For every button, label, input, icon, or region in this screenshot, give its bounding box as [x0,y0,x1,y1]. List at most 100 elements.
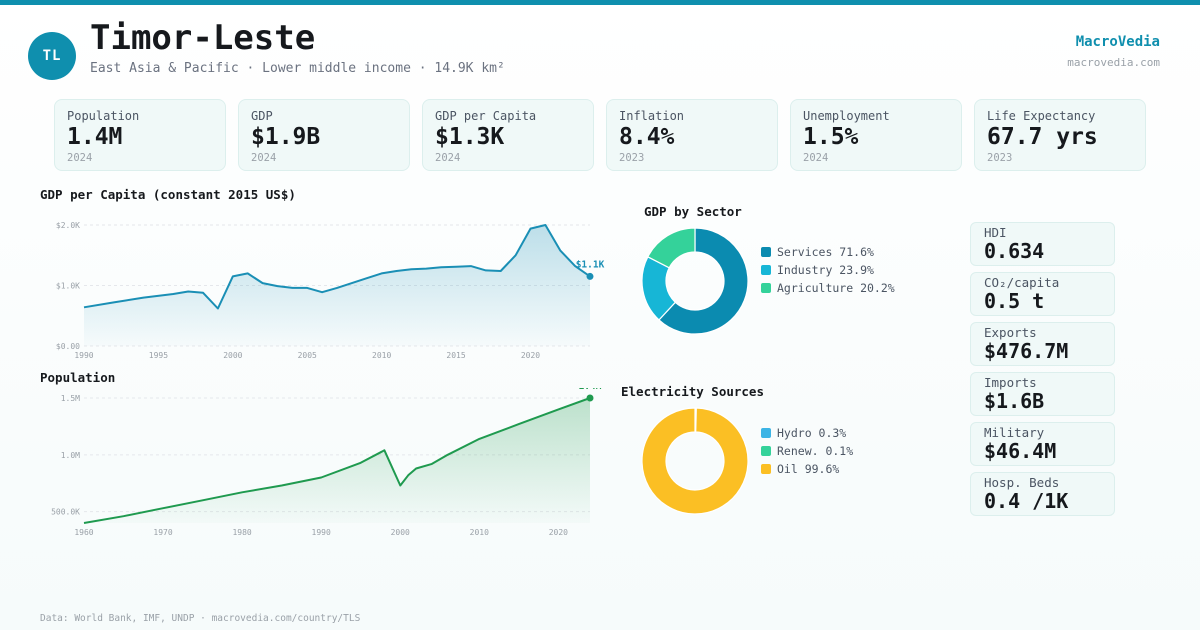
kpi-card-gdp-per-capita: GDP per Capita $1.3K 2024 [422,99,594,171]
end-point-marker [586,272,594,280]
kpi-year: 2024 [803,152,829,164]
x-tick-label: 1980 [232,528,251,537]
donut-slice-agriculture [647,227,696,269]
stat-card-exports: Exports $476.7M [970,322,1115,366]
gdp-per-capita-chart: $0.00 $1.0K $2.0K 1990 1995 2000 2005 2010 2015 2… [56,221,605,360]
legend-label: Agriculture 20.2% [777,281,895,295]
stat-card-hdi: HDI 0.634 [970,222,1115,266]
legend-item-services: Services 71.6% [761,243,895,261]
legend-swatch [761,446,771,456]
y-tick-label: $0.00 [56,342,80,351]
legend-label: Oil 99.6% [777,462,840,476]
donut-slice-services [658,227,749,335]
kpi-card-inflation: Inflation 8.4% 2023 [606,99,778,171]
x-tick-label: 1960 [74,528,93,537]
y-tick-label: $2.0K [56,221,80,230]
x-tick-label: 1970 [153,528,172,537]
kpi-row: Population 1.4M 2024 GDP $1.9B 2024 GDP … [54,99,1146,171]
population-chart: 500.0K 1.0M 1.5M 1960 1970 1980 1990 2000 2010 20… [51,388,602,537]
y-tick-label: 500.0K [51,508,80,517]
stat-card-imports: Imports $1.6B [970,372,1115,416]
country-logo: TL [28,32,76,80]
stat-label: HDI [984,225,1007,240]
kpi-year: 2024 [435,152,461,164]
kpi-label: Population [67,109,140,123]
stat-card-co2: CO₂/capita 0.5 t [970,272,1115,316]
legend-item-hydro: Hydro 0.3% [761,424,853,442]
page-subtitle: East Asia & Pacific · Lower middle incom… [90,61,505,76]
stat-value: $476.7M [984,339,1069,363]
legend-item-renewables: Renew. 0.1% [761,442,853,460]
legend-label: Industry 23.9% [777,263,874,277]
brand-name[interactable]: MacroVedia [1075,34,1160,50]
gdp-by-sector-title: GDP by Sector [644,204,742,219]
x-tick-label: 1995 [149,351,168,360]
gdp-by-sector-donut [641,227,749,335]
stat-card-hospital-beds: Hosp. Beds 0.4 /1K [970,472,1115,516]
kpi-value: $1.3K [435,124,505,150]
population-chart-title: Population [40,370,116,385]
x-tick-label: 2000 [223,351,242,360]
legend-item-agriculture: Agriculture 20.2% [761,279,895,297]
kpi-card-unemployment: Unemployment 1.5% 2024 [790,99,962,171]
kpi-label: Life Expectancy [987,109,1096,123]
legend-item-oil: Oil 99.6% [761,460,853,478]
stat-label: Military [984,425,1045,440]
y-tick-label: $1.0K [56,282,80,291]
electricity-sources-legend: Hydro 0.3% Renew. 0.1% Oil 99.6% [761,424,853,478]
stat-label: CO₂/capita [984,275,1060,290]
stat-value: 0.4 /1K [984,489,1069,513]
kpi-year: 2023 [987,152,1013,164]
series-area [84,398,590,523]
series-line [83,224,591,310]
legend-swatch [761,283,771,293]
gdp-by-sector-legend: Services 71.6% Industry 23.9% Agricultur… [761,243,895,297]
stat-label: Imports [984,375,1037,390]
top-accent-bar [0,0,1200,5]
stat-card-military: Military $46.4M [970,422,1115,466]
brand-url[interactable]: macrovedia.com [1067,56,1160,69]
y-tick-label: 1.5M [61,394,80,403]
donut-slice-oil [641,407,749,515]
legend-swatch [761,464,771,474]
stat-label: Exports [984,325,1037,340]
legend-label: Services 71.6% [777,245,874,259]
page-title: Timor-Leste [90,18,316,58]
x-tick-label: 2020 [549,528,568,537]
legend-label: Hydro 0.3% [777,426,847,440]
x-tick-label: 1990 [74,351,93,360]
x-tick-label: 2010 [372,351,391,360]
electricity-sources-donut [641,407,749,515]
end-point-marker [586,394,594,402]
y-tick-label: 1.0M [61,451,80,460]
end-value-label: 1.4M [579,388,602,392]
kpi-card-life-expectancy: Life Expectancy 67.7 yrs 2023 [974,99,1146,171]
x-tick-label: 2010 [470,528,489,537]
legend-swatch [761,247,771,257]
kpi-value: $1.9B [251,124,321,150]
x-tick-label: 2000 [391,528,410,537]
kpi-card-gdp: GDP $1.9B 2024 [238,99,410,171]
kpi-value: 8.4% [619,124,675,150]
legend-swatch [761,428,771,438]
stat-value: 0.634 [984,239,1045,263]
stat-value: 0.5 t [984,289,1045,313]
kpi-year: 2023 [619,152,645,164]
kpi-year: 2024 [251,152,277,164]
x-tick-label: 2015 [446,351,465,360]
stat-label: Hosp. Beds [984,475,1060,490]
gdp-per-capita-chart-title: GDP per Capita (constant 2015 US$) [40,187,296,202]
legend-item-industry: Industry 23.9% [761,261,895,279]
series-area [84,225,590,346]
kpi-value: 67.7 yrs [987,124,1098,150]
kpi-label: Unemployment [803,109,890,123]
footer-source: Data: World Bank, IMF, UNDP · macrovedia… [40,613,361,624]
kpi-year: 2024 [67,152,93,164]
end-value-label: $1.1K [576,259,605,270]
x-tick-label: 1990 [312,528,331,537]
stat-value: $46.4M [984,439,1057,463]
x-tick-label: 2020 [521,351,540,360]
x-tick-label: 2005 [298,351,317,360]
stat-value: $1.6B [984,389,1045,413]
kpi-card-population: Population 1.4M 2024 [54,99,226,171]
